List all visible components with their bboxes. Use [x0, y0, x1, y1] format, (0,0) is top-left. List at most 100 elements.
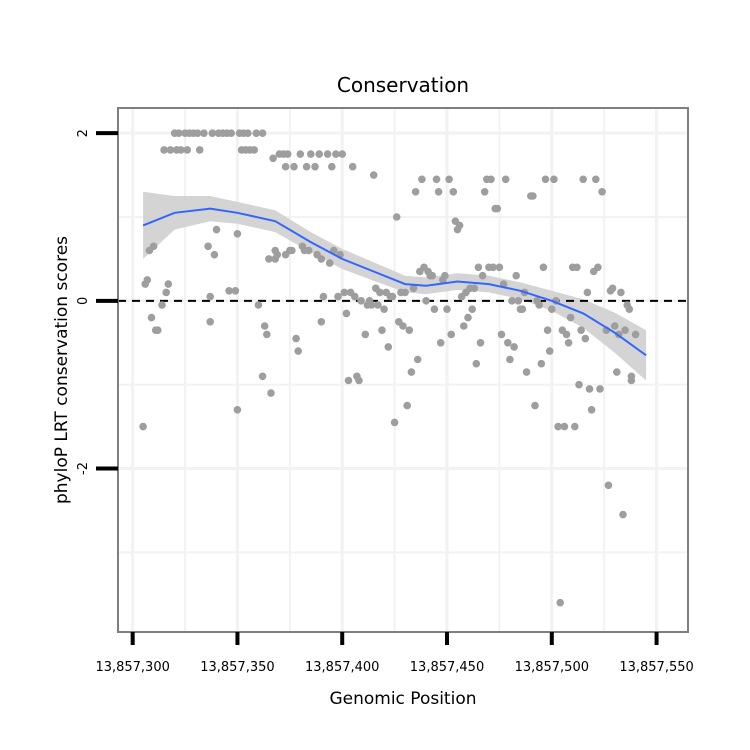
- data-point: [613, 368, 621, 376]
- grid-lines: [118, 108, 688, 632]
- data-point: [610, 322, 619, 330]
- data-point: [399, 322, 407, 330]
- data-point: [315, 150, 324, 158]
- data-point: [445, 175, 453, 184]
- data-point: [317, 318, 326, 326]
- data-point: [212, 225, 221, 234]
- data-point: [260, 322, 269, 330]
- data-point: [357, 297, 365, 305]
- data-point: [455, 221, 464, 230]
- data-point: [325, 259, 334, 267]
- y-tick-label: 0: [76, 297, 91, 305]
- x-tick-label: 13,857,350: [200, 660, 274, 675]
- data-point: [441, 271, 449, 280]
- data-point: [501, 175, 510, 184]
- data-point: [585, 385, 594, 393]
- data-point: [514, 297, 523, 305]
- y-tick-label: 2: [76, 129, 91, 137]
- data-point: [573, 263, 581, 272]
- data-point: [390, 418, 399, 427]
- data-point: [149, 242, 158, 251]
- data-point: [204, 242, 212, 251]
- data-point: [596, 385, 604, 393]
- data-point: [625, 305, 634, 314]
- data-point: [369, 171, 378, 179]
- data-point: [539, 263, 548, 272]
- data-point: [317, 255, 326, 263]
- y-tick-label: -2: [76, 462, 91, 475]
- data-point: [430, 305, 439, 314]
- data-point: [294, 347, 303, 355]
- x-tick-label: 13,857,300: [95, 660, 169, 675]
- data-point: [422, 297, 430, 305]
- x-tick-label: 13,857,400: [305, 660, 379, 675]
- data-point: [407, 368, 416, 376]
- data-point: [550, 175, 558, 184]
- x-axis-title: Genomic Position: [329, 689, 476, 709]
- data-point: [587, 406, 596, 414]
- data-point: [571, 422, 579, 431]
- data-point: [340, 288, 349, 297]
- smooth-line: [142, 207, 647, 357]
- data-point: [487, 175, 495, 184]
- data-point: [283, 150, 292, 158]
- data-point: [351, 292, 359, 301]
- data-point: [518, 305, 527, 314]
- data-point: [175, 129, 183, 137]
- data-point: [250, 146, 258, 154]
- data-point: [288, 246, 296, 255]
- data-point: [355, 376, 363, 385]
- data-point: [478, 271, 487, 280]
- data-point: [403, 401, 412, 410]
- data-point: [413, 355, 422, 364]
- data-point: [166, 146, 175, 154]
- confidence-band: [143, 191, 647, 381]
- data-point: [302, 162, 311, 171]
- data-point: [367, 301, 376, 309]
- x-tick-label: 13,857,500: [515, 660, 589, 675]
- data-point: [254, 301, 263, 309]
- data-point: [296, 150, 305, 158]
- data-point: [233, 230, 242, 238]
- data-point: [447, 330, 456, 339]
- y-axis: -2 0 2: [76, 129, 118, 475]
- data-point: [434, 188, 443, 196]
- data-point: [269, 154, 277, 163]
- data-point: [206, 292, 214, 301]
- data-point: [432, 175, 441, 184]
- confidence-ribbon: [143, 191, 647, 381]
- data-point: [562, 330, 571, 339]
- data-point: [508, 297, 516, 305]
- data-point: [244, 129, 252, 137]
- data-point: [183, 146, 191, 154]
- data-point: [581, 334, 590, 343]
- data-point: [464, 313, 472, 322]
- data-point: [252, 129, 261, 137]
- data-point: [468, 305, 477, 314]
- data-point: [263, 330, 271, 339]
- data-point: [311, 162, 319, 171]
- data-point: [608, 284, 617, 293]
- data-point: [227, 129, 235, 137]
- data-point: [348, 162, 357, 171]
- data-point: [139, 422, 147, 431]
- data-point: [564, 339, 573, 347]
- data-point: [265, 255, 273, 263]
- data-point: [604, 481, 613, 490]
- data-point: [200, 129, 208, 137]
- data-point: [470, 284, 479, 293]
- data-point: [374, 301, 382, 309]
- data-point: [281, 162, 290, 171]
- data-point: [344, 376, 353, 385]
- data-point: [531, 401, 539, 410]
- data-point: [225, 287, 233, 295]
- data-point: [428, 271, 437, 280]
- data-point: [409, 284, 418, 293]
- data-point: [319, 292, 328, 301]
- data-points: [139, 129, 640, 607]
- data-point: [529, 192, 537, 200]
- data-point: [495, 263, 504, 272]
- data-point: [158, 301, 166, 309]
- data-point: [307, 150, 315, 158]
- data-point: [617, 288, 625, 297]
